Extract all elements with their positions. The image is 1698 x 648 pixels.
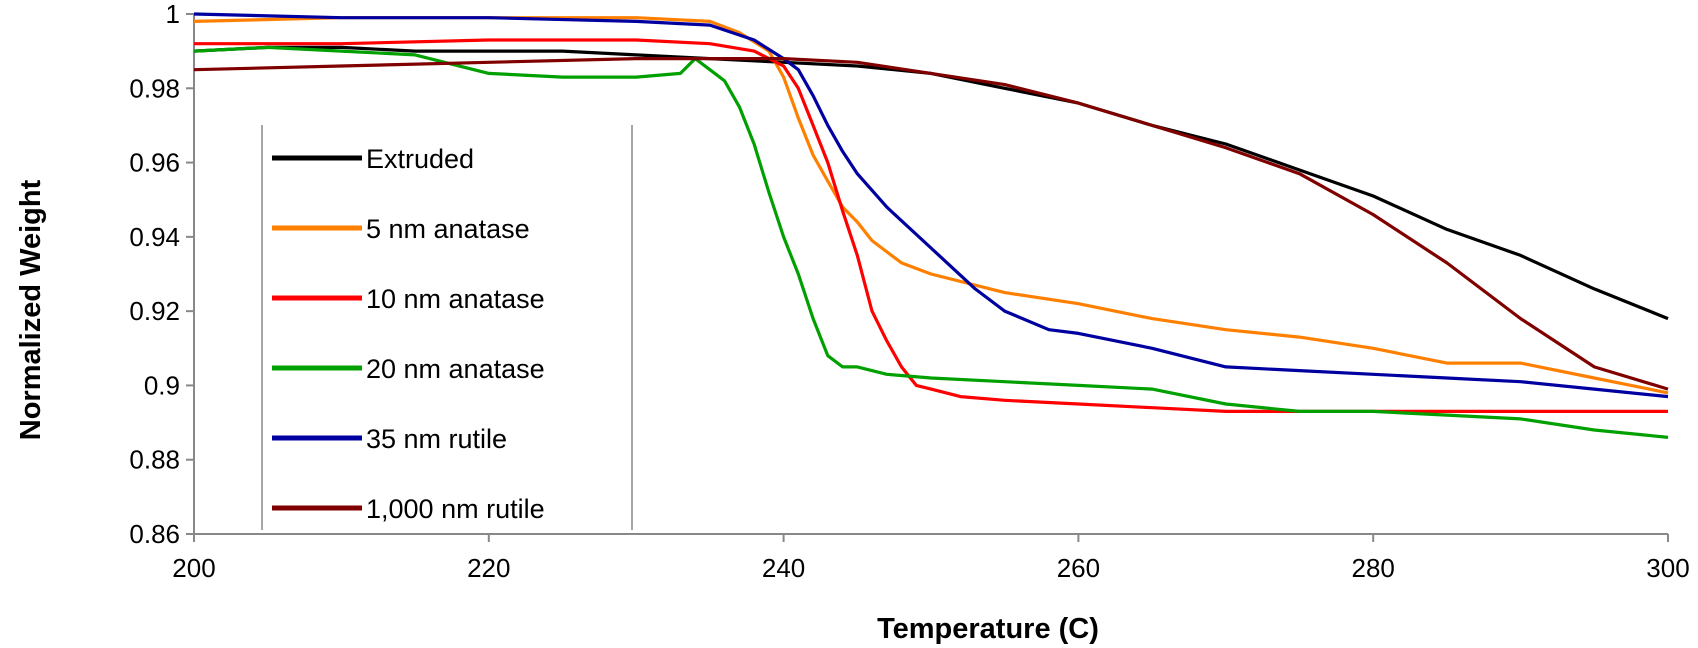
y-tick-label: 0.94 [129, 222, 180, 252]
x-tick-label: 300 [1646, 553, 1689, 583]
y-tick-label: 1 [166, 0, 180, 29]
legend-label: 35 nm rutile [366, 424, 507, 454]
series-line-extruded [194, 45, 1669, 321]
y-tick-label: 0.92 [129, 296, 180, 326]
legend-label: Extruded [366, 144, 474, 174]
series-line-1-000-nm-rutile [194, 56, 1669, 391]
y-tick-label: 0.98 [129, 73, 180, 103]
legend: Extruded 5 nm anatase 10 nm anatase 20 nm a… [261, 125, 633, 530]
legend-label: 1,000 nm rutile [366, 494, 545, 524]
plot-area: 0.86 0.88 0.9 0.92 0.94 0.96 0.98 1 200 220 240 260… [129, 0, 1689, 583]
x-axis-label: Temperature (C) [877, 613, 1099, 645]
y-tick-label: 0.96 [129, 148, 180, 178]
axis-ticks: 0.86 0.88 0.9 0.92 0.94 0.96 0.98 1 200 220 240 260… [129, 0, 1689, 583]
y-axis-label: Normalized Weight [15, 179, 47, 440]
x-tick-label: 260 [1057, 553, 1100, 583]
series-line-35-nm-rutile [194, 12, 1669, 399]
legend-label: 20 nm anatase [366, 354, 545, 384]
series-line-20-nm-anatase [194, 45, 1669, 439]
y-tick-label: 0.88 [129, 445, 180, 475]
x-tick-label: 240 [762, 553, 805, 583]
x-tick-label: 280 [1352, 553, 1395, 583]
legend-label: 10 nm anatase [366, 284, 545, 314]
series-line-5-nm-anatase [194, 16, 1669, 395]
legend-label: 5 nm anatase [366, 214, 530, 244]
legend-items: Extruded 5 nm anatase 10 nm anatase 20 nm a… [272, 144, 545, 524]
series-lines [194, 12, 1669, 439]
x-tick-label: 200 [172, 553, 215, 583]
y-tick-label: 0.9 [144, 370, 180, 400]
y-tick-label: 0.86 [129, 519, 180, 549]
x-tick-label: 220 [467, 553, 510, 583]
